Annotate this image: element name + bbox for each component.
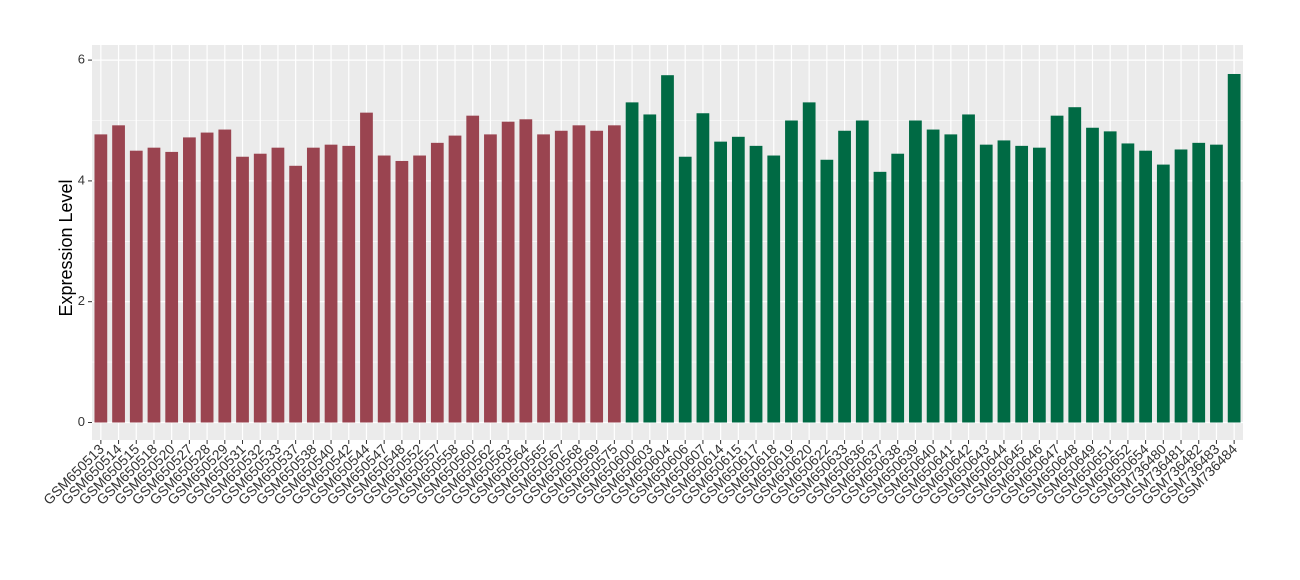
bar: [306, 147, 320, 423]
bar: [413, 155, 426, 423]
bar: [147, 147, 161, 423]
bar: [1121, 143, 1135, 423]
bar: [1227, 73, 1241, 423]
y-tick-label: 0: [78, 414, 85, 429]
bar: [1174, 149, 1188, 423]
bar: [129, 150, 143, 423]
bar: [838, 130, 851, 423]
bar: [377, 155, 391, 423]
bar: [1050, 115, 1064, 423]
bar: [94, 134, 108, 423]
bar: [625, 102, 639, 423]
bar: [1032, 147, 1046, 423]
bar: [395, 160, 409, 423]
y-axis-title: Expression Level: [56, 179, 76, 316]
bar: [448, 135, 462, 423]
bar: [944, 134, 958, 423]
bar: [484, 134, 497, 423]
bar: [519, 119, 533, 423]
bar: [749, 145, 763, 423]
bar: [1068, 107, 1082, 423]
bar: [590, 130, 604, 423]
bar: [909, 120, 922, 423]
bar: [802, 102, 816, 423]
bar: [289, 165, 303, 423]
bar: [501, 121, 515, 423]
bar: [112, 125, 125, 423]
bar: [1139, 150, 1152, 423]
bar: [643, 114, 657, 423]
bar: [962, 114, 975, 423]
bar: [572, 125, 586, 423]
bar: [1086, 127, 1099, 423]
bar: [183, 137, 196, 423]
bar: [165, 151, 179, 423]
bar: [1156, 164, 1170, 423]
bar: [236, 156, 249, 423]
bar: [714, 141, 727, 423]
bar: [820, 159, 834, 423]
bar: [731, 136, 745, 423]
bar: [891, 153, 905, 423]
bar: [678, 156, 692, 423]
bar: [1192, 142, 1206, 423]
bar: [324, 144, 338, 423]
bar: [200, 132, 214, 423]
bar: [997, 140, 1011, 423]
y-tick-label: 4: [78, 172, 85, 187]
bar: [466, 115, 480, 423]
bar: [855, 120, 869, 423]
bar: [696, 113, 710, 423]
bar: [767, 155, 781, 423]
bar: [554, 130, 568, 423]
bar: [926, 129, 940, 423]
y-tick-label: 6: [78, 52, 85, 67]
bar: [430, 142, 444, 423]
y-tick-label: 2: [78, 293, 85, 308]
bar: [271, 147, 285, 423]
bar: [218, 129, 232, 423]
bar: [1103, 131, 1117, 423]
bar: [661, 75, 674, 423]
bar: [537, 134, 550, 423]
bar: [1210, 144, 1223, 423]
bar: [608, 125, 621, 423]
bar: [979, 144, 993, 423]
bar: [253, 153, 267, 423]
bar: [342, 145, 356, 423]
bar: [1015, 145, 1029, 423]
bar: [785, 120, 798, 423]
bar: [873, 171, 887, 423]
bar: [360, 112, 373, 423]
